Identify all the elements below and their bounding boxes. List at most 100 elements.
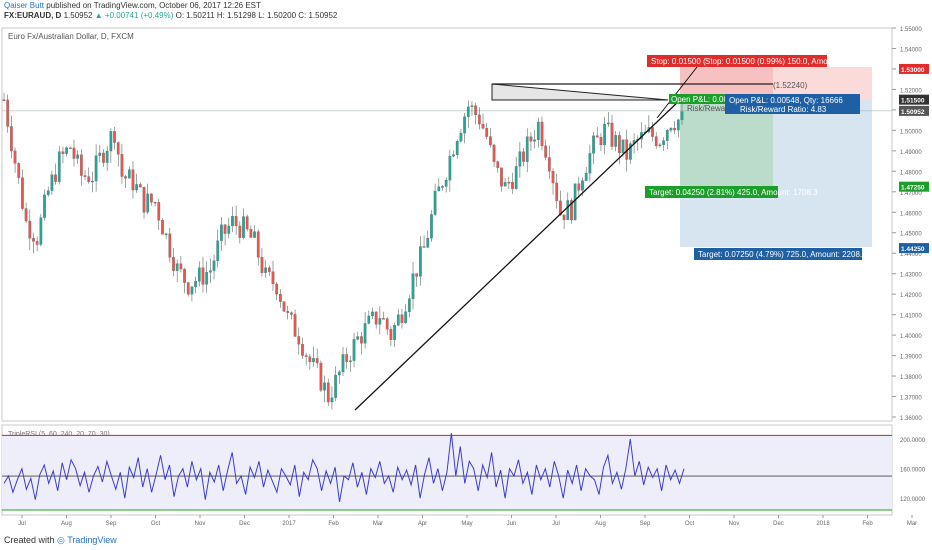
candle-body (411, 273, 415, 299)
candle-body (271, 271, 275, 285)
candle-body (477, 114, 481, 125)
candle-body (13, 150, 17, 164)
price-tick-label: 1.38000 (900, 375, 922, 381)
target2-label: Target: 0.07250 (4.79%) 725.0, Amount: 2… (698, 250, 872, 259)
candle-body (584, 172, 588, 181)
candle-body (448, 156, 452, 181)
price-tick-label: 1.42000 (900, 293, 922, 299)
candle-body (459, 132, 463, 142)
price-badge-label: 1.50952 (901, 109, 925, 116)
candle-body (444, 180, 448, 187)
candle-body (533, 139, 536, 142)
candle-body (441, 186, 444, 188)
candle-body (407, 298, 411, 312)
candle-body (28, 220, 32, 239)
target2-box (694, 248, 862, 260)
candle-body (544, 145, 548, 158)
open-pl-box (725, 94, 860, 114)
candle-body (500, 167, 503, 187)
candle-body (150, 193, 153, 203)
rr-label: Risk/Reward Ratio: 4.83 (740, 105, 827, 114)
candle-body (293, 314, 297, 337)
candle-body (452, 154, 455, 157)
candle-body (315, 358, 319, 364)
candle-body (65, 147, 68, 154)
created-with: Created with (4, 535, 55, 545)
candle-body (629, 143, 632, 160)
candle-body (61, 151, 65, 154)
last-price: 1.50952 (63, 11, 93, 20)
candle-body (242, 216, 245, 238)
candle-body (507, 182, 511, 184)
candle-body (621, 139, 625, 154)
candle-body (105, 150, 109, 163)
candle-body (234, 216, 238, 227)
candle-body (32, 238, 35, 242)
time-tick-label: Mar (907, 521, 917, 527)
candle-body (323, 382, 326, 391)
candle-body (208, 270, 212, 273)
candle-body (109, 131, 113, 152)
price-badge-stop (899, 63, 929, 74)
candle-body (46, 190, 50, 196)
time-tick-label: Feb (862, 521, 873, 527)
candle-body (253, 231, 256, 238)
price-tick-label: 1.40000 (900, 334, 922, 340)
candle-body (286, 311, 290, 313)
candle-body (400, 314, 404, 323)
candle-body (665, 130, 669, 141)
candle-body (337, 371, 341, 376)
candle-body (341, 354, 345, 373)
candle-body (330, 397, 334, 403)
candle-body (138, 184, 142, 188)
candle-body (551, 171, 555, 184)
time-tick-label: Jun (507, 521, 517, 527)
projection-line[interactable] (656, 66, 698, 119)
candle-body (426, 237, 430, 248)
candle-body (492, 144, 496, 162)
target1-label: Target: 0.04250 (2.81%) 425.0, Amount: 1… (649, 188, 818, 197)
candle-body (514, 166, 518, 189)
candle-body (349, 360, 352, 362)
open-pl-partial: Open P&L: 0.005 (671, 95, 733, 104)
time-tick-label: Sep (106, 521, 117, 527)
author-link[interactable]: Qaiser Butt (4, 1, 45, 10)
candle-body (360, 336, 363, 344)
candle-body (474, 105, 478, 116)
candle-body (124, 176, 127, 179)
price-tick-label: 1.37000 (900, 396, 922, 402)
candle-body (290, 312, 293, 315)
time-tick-label: Aug (595, 521, 606, 527)
candle-body (319, 362, 323, 391)
stop-label: Stop: 0.01500 (0.99%) 150.0, Amount: 750… (705, 57, 868, 66)
candle-body (378, 318, 382, 325)
candle-body (592, 135, 595, 154)
candle-body (21, 177, 24, 209)
candle-body (245, 216, 249, 230)
publish-info: published on TradingView.com, October 06… (46, 1, 261, 10)
candle-body (282, 301, 286, 312)
candle-body (669, 127, 673, 131)
triangle-pattern[interactable] (491, 83, 669, 101)
rsi-tick-label: 160.0000 (900, 468, 926, 474)
tradingview-brand[interactable]: TradingView (67, 535, 117, 545)
candle-body (43, 194, 46, 218)
tradingview-logo-icon: ◎ (57, 535, 65, 545)
candle-body (595, 135, 599, 138)
price-badge-entry (899, 94, 929, 105)
rsi-line (3, 433, 685, 502)
candle-body (618, 135, 621, 154)
candle-body (658, 144, 662, 147)
candle-body (76, 154, 80, 159)
uptrend-line[interactable] (354, 99, 681, 411)
candle-body (164, 233, 168, 235)
candle-body (606, 122, 610, 125)
candle-body (301, 344, 304, 356)
candle-body (496, 161, 500, 168)
candle-body (562, 214, 566, 221)
candle-body (536, 121, 540, 140)
candle-body (50, 174, 54, 191)
candle-body (345, 354, 349, 362)
price-tick-label: 1.55000 (900, 27, 922, 33)
